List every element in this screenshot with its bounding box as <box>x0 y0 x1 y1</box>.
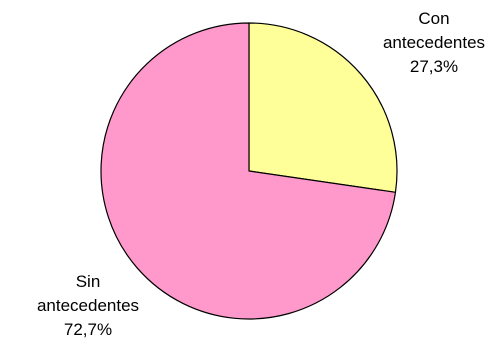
pie-slice-sin-antecedentes <box>100 22 397 320</box>
pie-slices <box>100 22 398 320</box>
slice-label-sin-line2: antecedentes <box>36 296 140 315</box>
slice-label-con-antecedentes: Con antecedentes 27,3% <box>366 7 502 79</box>
slice-label-sin-line1: Sin <box>75 272 101 291</box>
slice-value-sin-antecedentes: 72,7% <box>63 320 113 339</box>
slice-label-sin-antecedentes: Sin antecedentes 72,7% <box>10 270 166 342</box>
slice-label-con-line2: antecedentes <box>382 33 486 52</box>
slice-label-con-line1: Con <box>418 9 450 28</box>
pie-slice-con-antecedentes <box>248 22 398 193</box>
slice-value-con-antecedentes: 27,3% <box>409 57 459 76</box>
